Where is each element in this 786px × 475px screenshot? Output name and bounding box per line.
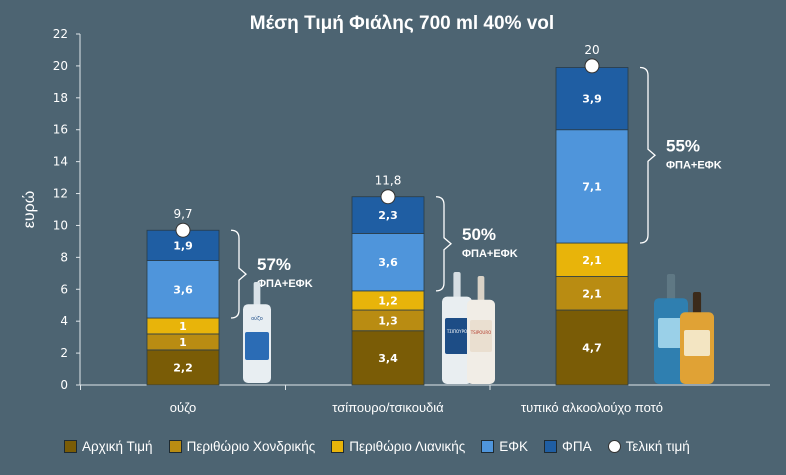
data-label: 1,3 xyxy=(378,314,398,327)
y-tick-label: 6 xyxy=(60,282,68,296)
data-label: 1,2 xyxy=(378,294,398,307)
y-tick-label: 10 xyxy=(53,218,68,232)
data-label: 3,6 xyxy=(378,256,398,269)
legend-label: Περιθώριο Χονδρικής xyxy=(186,438,316,454)
y-tick-label: 18 xyxy=(53,91,68,105)
ouzo-bottle-label xyxy=(245,332,269,360)
x-tick-label: τσίπουρο/τσικουδιά xyxy=(332,400,444,415)
legend-swatch xyxy=(168,439,182,453)
data-label: 7,1 xyxy=(582,180,602,193)
gin-bottle-neck xyxy=(666,274,676,302)
legend-item-retail: Περιθώριο Λιανικής xyxy=(331,439,465,454)
legend-swatch xyxy=(64,439,77,453)
ouzo-bottle-neck xyxy=(253,282,261,308)
final-price-label: 20 xyxy=(584,43,599,57)
legend-label: Αρχική Τιμή xyxy=(82,438,153,454)
legend-label: Περιθώριο Λιανικής xyxy=(349,438,466,454)
y-tick-label: 0 xyxy=(60,378,68,392)
y-tick-label: 12 xyxy=(53,187,68,201)
whisky-bottle-label xyxy=(684,330,710,356)
legend-label: Τελική τιμή xyxy=(625,438,690,454)
data-label: 3,9 xyxy=(582,93,602,106)
bar-segment xyxy=(555,309,629,386)
legend-item-initial: Αρχική Τιμή xyxy=(64,439,153,454)
legend-item-vat: ΦΠΑ xyxy=(544,439,592,454)
data-label: 2,3 xyxy=(378,209,398,222)
final-price-marker xyxy=(175,222,191,238)
tsipouro-bottle-1-neck xyxy=(453,272,461,300)
tax-share-caption: ΦΠΑ+ΕΦΚ xyxy=(462,248,518,260)
gin-bottle-label xyxy=(658,318,684,348)
y-axis-label: ευρώ xyxy=(21,191,38,228)
legend-swatch xyxy=(331,439,345,453)
y-tick-label: 8 xyxy=(60,250,68,264)
legend-swatch xyxy=(481,439,495,453)
final-price-marker xyxy=(584,58,600,74)
data-label: 2,2 xyxy=(173,361,193,374)
tsipouro-bottle-1-text: ΤΣΙΠΟΥΡΟ xyxy=(446,329,467,334)
y-tick-label: 22 xyxy=(53,27,68,41)
data-label: 2,1 xyxy=(582,254,602,267)
legend-swatch xyxy=(544,439,558,453)
y-tick-label: 20 xyxy=(53,59,68,73)
tax-bracket xyxy=(435,196,452,292)
chart-title: Μέση Τιμή Φιάλης 700 ml 40% vol xyxy=(250,13,554,34)
ouzo-bottle-text: ούζο xyxy=(251,315,263,322)
tsipouro-bottle-2-text: TSIPOURO xyxy=(470,330,492,335)
tax-bracket xyxy=(639,66,656,244)
y-tick-label: 16 xyxy=(53,123,68,137)
data-label: 1 xyxy=(179,336,187,349)
bar-segment xyxy=(555,67,629,131)
bar-segment xyxy=(351,233,425,292)
x-tick-label: τυπικό αλκοολούχο ποτό xyxy=(521,400,663,415)
data-label: 1 xyxy=(179,320,187,333)
tax-bracket xyxy=(230,229,247,319)
bar-segment xyxy=(555,242,629,277)
bar-segment xyxy=(146,349,220,386)
final-price-marker xyxy=(380,189,396,205)
tax-share-percent: 57% xyxy=(257,255,291,274)
data-label: 2,1 xyxy=(582,287,602,300)
y-tick-label: 2 xyxy=(60,346,68,360)
data-label: 4,7 xyxy=(582,342,602,355)
legend-label: ΦΠΑ xyxy=(562,438,592,454)
data-label: 1,9 xyxy=(173,239,193,252)
bar-segment xyxy=(146,260,220,319)
tax-share-caption: ΦΠΑ+ΕΦΚ xyxy=(666,159,722,171)
final-price-label: 9,7 xyxy=(173,207,192,221)
legend-item-final: Τελική τιμή xyxy=(607,438,690,454)
tax-share-caption: ΦΠΑ+ΕΦΚ xyxy=(257,278,313,290)
bar-segment xyxy=(555,276,629,311)
whisky-bottle-neck xyxy=(692,292,702,315)
tax-share-percent: 55% xyxy=(666,136,700,155)
y-tick-label: 14 xyxy=(53,155,68,169)
y-tick-label: 4 xyxy=(60,314,68,328)
x-tick-label: ούζο xyxy=(170,400,196,415)
tax-share-percent: 50% xyxy=(462,225,496,244)
tsipouro-bottle-2-label xyxy=(470,320,492,352)
legend-marker xyxy=(607,439,621,453)
legend-item-efk: ΕΦΚ xyxy=(481,439,528,454)
bar-segment xyxy=(555,129,629,244)
tsipouro-bottle-2-neck xyxy=(477,276,485,303)
data-label: 3,4 xyxy=(378,352,398,365)
final-price-label: 11,8 xyxy=(375,174,402,188)
tsipouro-bottle-1-label xyxy=(445,318,469,354)
legend-item-wholesale: Περιθώριο Χονδρικής xyxy=(168,438,316,454)
chart-legend: Αρχική Τιμή Περιθώριο Χονδρικής Περιθώρι… xyxy=(64,434,764,458)
legend-label: ΕΦΚ xyxy=(499,438,529,454)
data-label: 3,6 xyxy=(173,283,193,296)
